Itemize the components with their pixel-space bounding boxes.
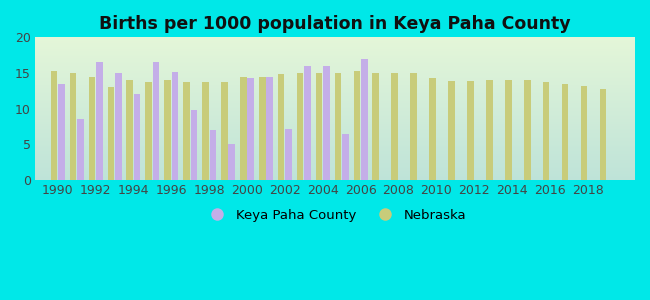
- Bar: [209, 130, 216, 180]
- Bar: [153, 62, 159, 180]
- Bar: [580, 86, 588, 180]
- Bar: [372, 73, 379, 180]
- Bar: [278, 74, 285, 180]
- Bar: [486, 80, 493, 180]
- Bar: [107, 87, 114, 180]
- Bar: [599, 89, 606, 180]
- Bar: [285, 128, 292, 180]
- Title: Births per 1000 population in Keya Paha County: Births per 1000 population in Keya Paha …: [99, 15, 571, 33]
- Bar: [354, 71, 360, 180]
- Bar: [266, 76, 273, 180]
- Bar: [259, 77, 266, 180]
- Bar: [70, 73, 76, 180]
- Bar: [202, 82, 209, 180]
- Bar: [172, 71, 178, 180]
- Bar: [562, 84, 568, 180]
- Bar: [183, 82, 190, 180]
- Bar: [240, 77, 246, 180]
- Bar: [335, 73, 341, 180]
- Bar: [96, 62, 103, 180]
- Bar: [524, 80, 530, 180]
- Bar: [248, 78, 254, 180]
- Bar: [88, 76, 96, 180]
- Bar: [221, 82, 228, 180]
- Bar: [77, 119, 84, 180]
- Bar: [361, 59, 367, 180]
- Bar: [127, 80, 133, 180]
- Bar: [228, 144, 235, 180]
- Bar: [448, 81, 455, 180]
- Bar: [190, 110, 197, 180]
- Legend: Keya Paha County, Nebraska: Keya Paha County, Nebraska: [199, 204, 471, 227]
- Bar: [410, 73, 417, 180]
- Bar: [391, 73, 398, 180]
- Bar: [505, 80, 512, 180]
- Bar: [58, 84, 65, 180]
- Bar: [342, 134, 348, 180]
- Bar: [164, 80, 171, 180]
- Bar: [134, 94, 140, 180]
- Bar: [146, 82, 152, 180]
- Bar: [429, 78, 436, 180]
- Bar: [115, 73, 122, 180]
- Bar: [323, 66, 330, 180]
- Bar: [467, 81, 474, 180]
- Bar: [304, 66, 311, 180]
- Bar: [51, 71, 57, 180]
- Bar: [316, 73, 322, 180]
- Bar: [543, 82, 549, 180]
- Bar: [297, 73, 304, 180]
